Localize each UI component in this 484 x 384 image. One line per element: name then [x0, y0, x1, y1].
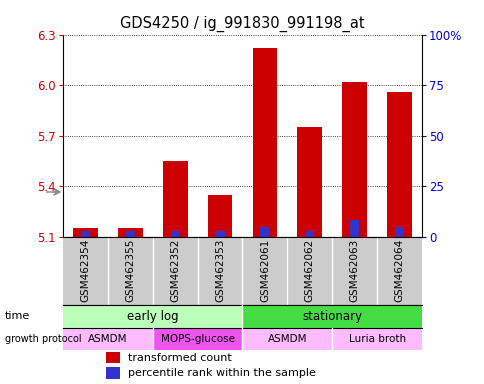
Bar [207, 195, 232, 237]
Bar [106, 352, 120, 364]
Bar [252, 48, 277, 237]
Text: stationary: stationary [302, 310, 362, 323]
Text: percentile rank within the sample: percentile rank within the sample [127, 368, 315, 378]
Text: early log: early log [127, 310, 178, 323]
Text: transformed count: transformed count [127, 353, 231, 363]
Bar [342, 82, 366, 237]
Title: GDS4250 / ig_991830_991198_at: GDS4250 / ig_991830_991198_at [120, 16, 364, 32]
Text: ASMDM: ASMDM [88, 334, 127, 344]
Bar [394, 227, 403, 237]
Bar [63, 328, 152, 350]
Text: ASMDM: ASMDM [267, 334, 306, 344]
Bar [242, 328, 332, 350]
Bar [73, 228, 98, 237]
Text: GSM462355: GSM462355 [125, 239, 135, 302]
Bar [163, 161, 187, 237]
Bar [349, 220, 359, 237]
Bar [297, 127, 321, 237]
Text: MOPS-glucose: MOPS-glucose [160, 334, 234, 344]
Bar [106, 367, 120, 379]
Text: growth protocol: growth protocol [5, 334, 81, 344]
Bar [81, 231, 90, 237]
Bar [152, 328, 242, 350]
Bar [386, 92, 411, 237]
Text: GSM462352: GSM462352 [170, 239, 180, 302]
Text: time: time [5, 311, 30, 321]
Bar [170, 231, 180, 237]
Bar [242, 305, 421, 328]
Bar [260, 227, 269, 237]
Bar [332, 328, 421, 350]
Text: Luria broth: Luria broth [348, 334, 405, 344]
Bar [118, 228, 142, 237]
Text: GSM462062: GSM462062 [304, 239, 314, 302]
Text: GSM462354: GSM462354 [80, 239, 91, 302]
Text: GSM462061: GSM462061 [259, 239, 270, 302]
Bar [63, 305, 242, 328]
Text: GSM462353: GSM462353 [214, 239, 225, 302]
Text: GSM462063: GSM462063 [349, 239, 359, 302]
Bar [215, 231, 224, 237]
Bar [304, 231, 314, 237]
Text: GSM462064: GSM462064 [393, 239, 404, 302]
Bar [125, 231, 135, 237]
